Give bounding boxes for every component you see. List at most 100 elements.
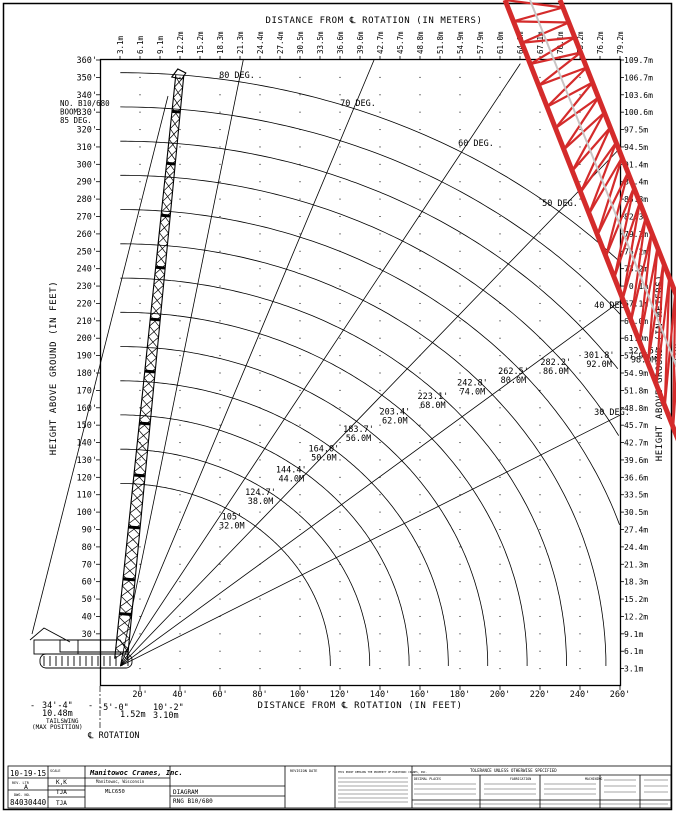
y-tick-label: 330': [77, 108, 97, 118]
grid-dot: [379, 268, 381, 270]
grid-dot: [339, 285, 341, 287]
x-tick-label: 200': [490, 690, 510, 700]
grid-dot: [499, 563, 501, 565]
grid-dot: [179, 320, 181, 322]
grid-dot: [459, 389, 461, 391]
grid-dot: [259, 129, 261, 131]
grid-dot: [299, 181, 301, 183]
grid-dot: [379, 598, 381, 600]
grid-dot: [219, 94, 221, 96]
grid-dot: [579, 633, 581, 635]
title-block-fineprint: [338, 777, 668, 805]
grid-dot: [499, 529, 501, 530]
grid-dot: [339, 355, 341, 357]
grid-dot: [139, 633, 141, 635]
grid-dot: [459, 163, 461, 165]
grid-dot: [419, 337, 421, 339]
grid-dot: [539, 581, 541, 583]
grid-dot: [379, 198, 381, 200]
red-lacing: [588, 142, 618, 215]
grid-dot: [299, 511, 301, 513]
x-meter-tick-label: 51.8m: [436, 31, 445, 54]
grid-dot: [299, 302, 301, 304]
grid-dot: [299, 320, 301, 322]
grid-dot: [299, 216, 301, 217]
x-meter-tick-label: 36.6m: [336, 31, 345, 54]
grid-dot: [579, 494, 581, 496]
grid-dot: [259, 198, 261, 200]
grid-dot: [419, 268, 421, 270]
radius-arc-3: [120, 414, 410, 666]
boom-note-line: BOOM: [60, 108, 79, 117]
grid-dot: [539, 407, 541, 409]
grid-dot: [419, 198, 421, 200]
title-block-frame: [7, 765, 672, 809]
grid-dot: [339, 511, 341, 513]
grid-dot: [499, 407, 501, 409]
radius-arc-5: [120, 346, 489, 666]
y-meter-tick-label: 9.1m: [624, 630, 643, 639]
grid-dot: [579, 129, 581, 131]
radius-label-ft: 105': [222, 513, 242, 523]
grid-dot: [299, 615, 301, 617]
grid-dot: [419, 163, 421, 165]
grid-dot: [419, 459, 421, 461]
radius-label-ft: 183.7': [343, 425, 374, 435]
grid-dot: [139, 302, 141, 304]
grid-dot: [539, 668, 541, 670]
grid-dot: [219, 459, 221, 461]
grid-dot: [579, 302, 581, 304]
y-meter-tick-label: 67.1m: [624, 299, 648, 308]
y-meter-tick-label: 18.3m: [624, 578, 648, 587]
grid-dot: [139, 285, 141, 287]
grid-dot: [579, 337, 581, 339]
y-meter-tick-label: 27.4m: [624, 526, 648, 535]
y-tick-label: 60': [82, 578, 97, 588]
grid-dot: [219, 268, 221, 270]
grid-dot: [499, 424, 501, 426]
red-lacing: [537, 51, 582, 87]
tailswing-label: TAILSWING: [46, 718, 79, 725]
grid-dot: [259, 650, 261, 652]
grid-dot: [339, 233, 341, 235]
radius-arc-8: [120, 243, 607, 666]
y-tick-label: 170': [77, 386, 97, 396]
tailswing-ft: 34'-4": [42, 701, 73, 711]
grid-dot: [179, 459, 181, 461]
grid-dot: [339, 76, 341, 78]
grid-dot: [539, 476, 541, 478]
grid-dot: [139, 198, 141, 200]
y-meter-tick-label: 79.2m: [624, 230, 648, 239]
grid-dot: [299, 442, 301, 444]
grid-dot: [299, 233, 301, 235]
grid-dot: [379, 250, 381, 252]
grid-dot: [179, 285, 181, 287]
grid-dot: [259, 355, 261, 357]
tb-tol-machining: MACHINING: [585, 777, 602, 781]
grid-dot: [139, 163, 141, 165]
grid-dot: [299, 337, 301, 339]
tailswing-m: 10.48m: [42, 709, 73, 719]
grid-dot: [379, 146, 381, 148]
grid-dot: [339, 476, 341, 478]
x-tick-label: 140': [370, 690, 390, 700]
grid-dot: [419, 476, 421, 478]
x-meter-tick-label: 27.4m: [276, 31, 285, 54]
grid-dot: [539, 198, 541, 200]
grid-dot: [539, 181, 541, 183]
red-lacing: [529, 51, 581, 66]
grid-dot: [179, 668, 181, 670]
boom-section-joint: [150, 317, 161, 322]
grid-dot: [339, 146, 341, 148]
grid-dot: [299, 494, 301, 496]
red-lacing: [596, 157, 624, 236]
grid-dot: [379, 407, 381, 409]
y-meter-tick-label: 42.7m: [624, 439, 648, 448]
grid-dot: [339, 650, 341, 652]
y-meter-tick-label: 100.6m: [624, 108, 653, 117]
grid-dot: [499, 355, 501, 357]
grid-dot: [259, 581, 261, 583]
grid-dot: [139, 372, 141, 374]
